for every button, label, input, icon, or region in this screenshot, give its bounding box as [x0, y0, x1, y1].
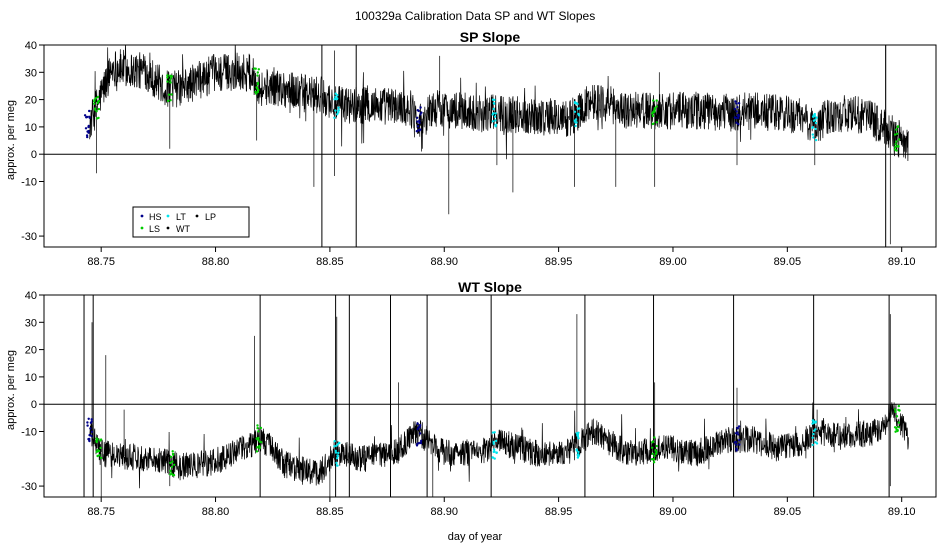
- wt-plot-frame: [43, 294, 937, 498]
- sp-slope-trace: [89, 45, 909, 245]
- wt-slope-trace: [89, 314, 909, 497]
- wt-calibration-marker-ls: [95, 437, 103, 460]
- wt-x-tick-label: 89.10: [888, 506, 916, 518]
- wt-x-tick-label: 88.95: [545, 506, 573, 518]
- wt-panel-title: WT Slope: [458, 279, 522, 295]
- wt-calibration-marker-hs: [415, 422, 423, 447]
- wt-y-tick-label: 40: [25, 290, 37, 302]
- sp-calibration-marker-hs: [733, 100, 741, 126]
- sp-y-tick-label: -30: [21, 231, 37, 243]
- wt-y-tick-label: 0: [31, 399, 37, 411]
- wt-y-tick-label: 10: [25, 372, 37, 384]
- wt-calibration-marker-lt: [575, 431, 581, 459]
- sp-x-tick-label: 89.00: [659, 256, 687, 268]
- legend-ls-swatch: [140, 226, 144, 230]
- legend-ls-label: LS: [149, 224, 160, 234]
- legend-wt-label: WT: [176, 224, 190, 234]
- legend-lt-swatch: [166, 214, 170, 218]
- wt-x-tick-label: 89.00: [659, 506, 687, 518]
- sp-x-tick-label: 88.95: [545, 256, 573, 268]
- wt-calibration-marker-hs: [733, 425, 741, 452]
- sp-calibration-marker-lt: [491, 98, 498, 128]
- legend-lp-swatch: [195, 214, 199, 218]
- sp-calibration-marker-hs: [83, 109, 91, 139]
- sp-y-axis-label: approx. per meg: [5, 100, 17, 180]
- sp-plot-frame: [43, 44, 937, 248]
- wt-calibration-marker-ls: [169, 450, 176, 477]
- legend-hs-swatch: [140, 214, 144, 218]
- wt-calibration-marker-ls: [255, 424, 263, 453]
- x-axis-label: day of year: [448, 531, 503, 543]
- legend-lt-label: LT: [176, 212, 186, 222]
- wt-x-tick-label: 88.90: [430, 506, 458, 518]
- sp-calibration-marker-lt: [811, 112, 818, 142]
- wt-y-tick-label: -30: [21, 481, 37, 493]
- wt-x-tick-label: 88.80: [202, 506, 230, 518]
- sp-x-tick-label: 88.90: [430, 256, 458, 268]
- sp-x-tick-label: 89.10: [888, 256, 916, 268]
- wt-calibration-marker-ls: [893, 404, 901, 433]
- sp-y-tick-label: 10: [25, 122, 37, 134]
- wt-slope-panel: WT Slope approx. per meg -30 -10 0 10 20 30 40…: [5, 279, 937, 518]
- wt-x-tick-label: 88.85: [316, 506, 344, 518]
- legend-lp-label: LP: [205, 212, 216, 222]
- wt-y-tick-label: -10: [21, 426, 37, 438]
- wt-calibration-marker-lt: [333, 440, 341, 467]
- sp-calibration-marker-ls: [893, 125, 901, 152]
- legend-box: [132, 206, 250, 238]
- sp-calibration-marker-lt: [333, 92, 341, 120]
- wt-calibration-marker-lt: [811, 419, 819, 447]
- wt-x-tick-label: 89.05: [774, 506, 802, 518]
- wt-y-tick-label: 20: [25, 345, 37, 357]
- wt-y-tick-label: 30: [25, 317, 37, 329]
- sp-x-tick-label: 88.85: [316, 256, 344, 268]
- sp-y-tick-label: 0: [31, 149, 37, 161]
- sp-y-tick-label: -10: [21, 176, 37, 188]
- sp-y-tick-label: 20: [25, 95, 37, 107]
- sp-y-tick-label: 30: [25, 67, 37, 79]
- sp-calibration-marker-hs: [415, 106, 423, 133]
- legend-hs-label: HS: [149, 212, 162, 222]
- sp-calibration-marker-ls: [166, 74, 174, 103]
- sp-calibration-marker-lt: [573, 101, 581, 128]
- sp-panel-title: SP Slope: [460, 29, 521, 45]
- figure-title: 100329a Calibration Data SP and WT Slope…: [355, 9, 595, 23]
- sp-x-tick-label: 88.75: [87, 256, 115, 268]
- wt-calibration-marker-lt: [491, 431, 498, 460]
- wt-x-tick-label: 88.75: [87, 506, 115, 518]
- sp-calibration-marker-ls: [651, 99, 658, 126]
- sp-x-tick-label: 88.80: [202, 256, 230, 268]
- legend-wt-swatch: [166, 226, 170, 230]
- wt-calibration-marker-hs: [86, 417, 94, 443]
- chart-legend: HS LT LP LS WT: [132, 206, 250, 238]
- wt-calibration-marker-ls: [651, 436, 658, 464]
- sp-calibration-marker-ls: [93, 95, 101, 120]
- sp-y-tick-label: 40: [25, 40, 37, 52]
- sp-slope-panel: SP Slope approx. per meg HS LT LP LS WT …: [5, 29, 937, 268]
- sp-calibration-marker-ls: [253, 67, 260, 95]
- sp-x-tick-label: 89.05: [774, 256, 802, 268]
- wt-y-axis-label: approx. per meg: [5, 350, 17, 430]
